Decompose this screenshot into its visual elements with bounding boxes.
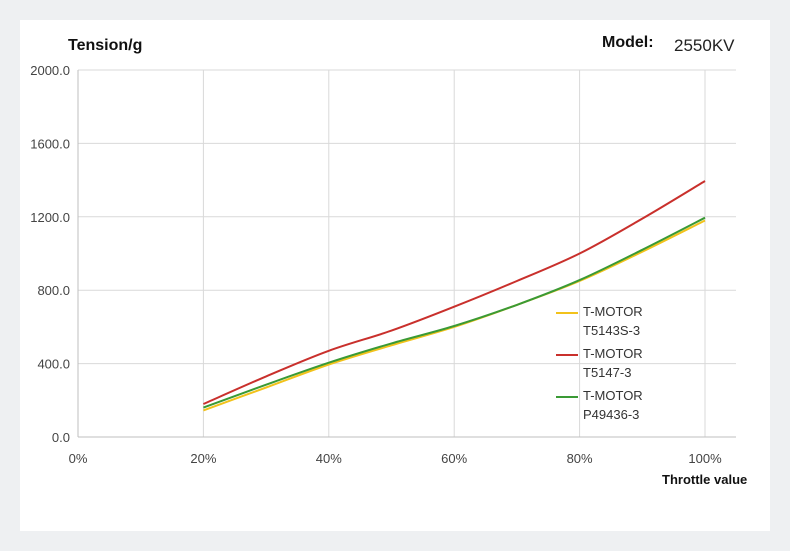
legend-label: T-MOTOR bbox=[583, 388, 643, 403]
legend-swatch bbox=[556, 396, 578, 398]
series-line-3 bbox=[203, 216, 706, 409]
legend-label: T5147-3 bbox=[583, 365, 632, 380]
legend-label: T-MOTOR bbox=[583, 304, 643, 319]
legend-swatch bbox=[556, 354, 578, 356]
chart-card bbox=[20, 20, 770, 531]
x-tick-label: 100% bbox=[688, 451, 722, 466]
legend-item: T-MOTOR P49436-3 bbox=[556, 388, 676, 430]
x-tick-label: 20% bbox=[190, 451, 216, 466]
x-tick-label: 80% bbox=[567, 451, 593, 466]
x-axis-label: Throttle value bbox=[662, 472, 748, 487]
x-tick-label: 60% bbox=[441, 451, 467, 466]
x-tick-label: 0% bbox=[69, 451, 88, 466]
y-tick-label: 800.0 bbox=[37, 283, 70, 298]
legend-item: T-MOTOR T5147-3 bbox=[556, 346, 676, 388]
x-tick-label: 40% bbox=[316, 451, 342, 466]
legend-label: T-MOTOR bbox=[583, 346, 643, 361]
y-tick-label: 400.0 bbox=[37, 357, 70, 372]
y-tick-label: 2000.0 bbox=[30, 63, 70, 78]
y-axis-label: Tension/g bbox=[68, 37, 143, 54]
series-line-2 bbox=[202, 180, 706, 405]
model-value: 2550KV bbox=[674, 36, 735, 55]
y-tick-label: 1600.0 bbox=[30, 136, 70, 151]
legend: T-MOTOR T5143S-3 T-MOTOR T5147-3 T-MOTOR… bbox=[556, 304, 676, 430]
legend-label: P49436-3 bbox=[583, 407, 640, 422]
y-tick-label: 0.0 bbox=[52, 430, 70, 445]
model-label: Model: bbox=[602, 34, 654, 51]
y-tick-label: 1200.0 bbox=[30, 210, 70, 225]
legend-item: T-MOTOR T5143S-3 bbox=[556, 304, 676, 346]
legend-label: T5143S-3 bbox=[583, 323, 641, 338]
legend-swatch bbox=[556, 312, 578, 314]
